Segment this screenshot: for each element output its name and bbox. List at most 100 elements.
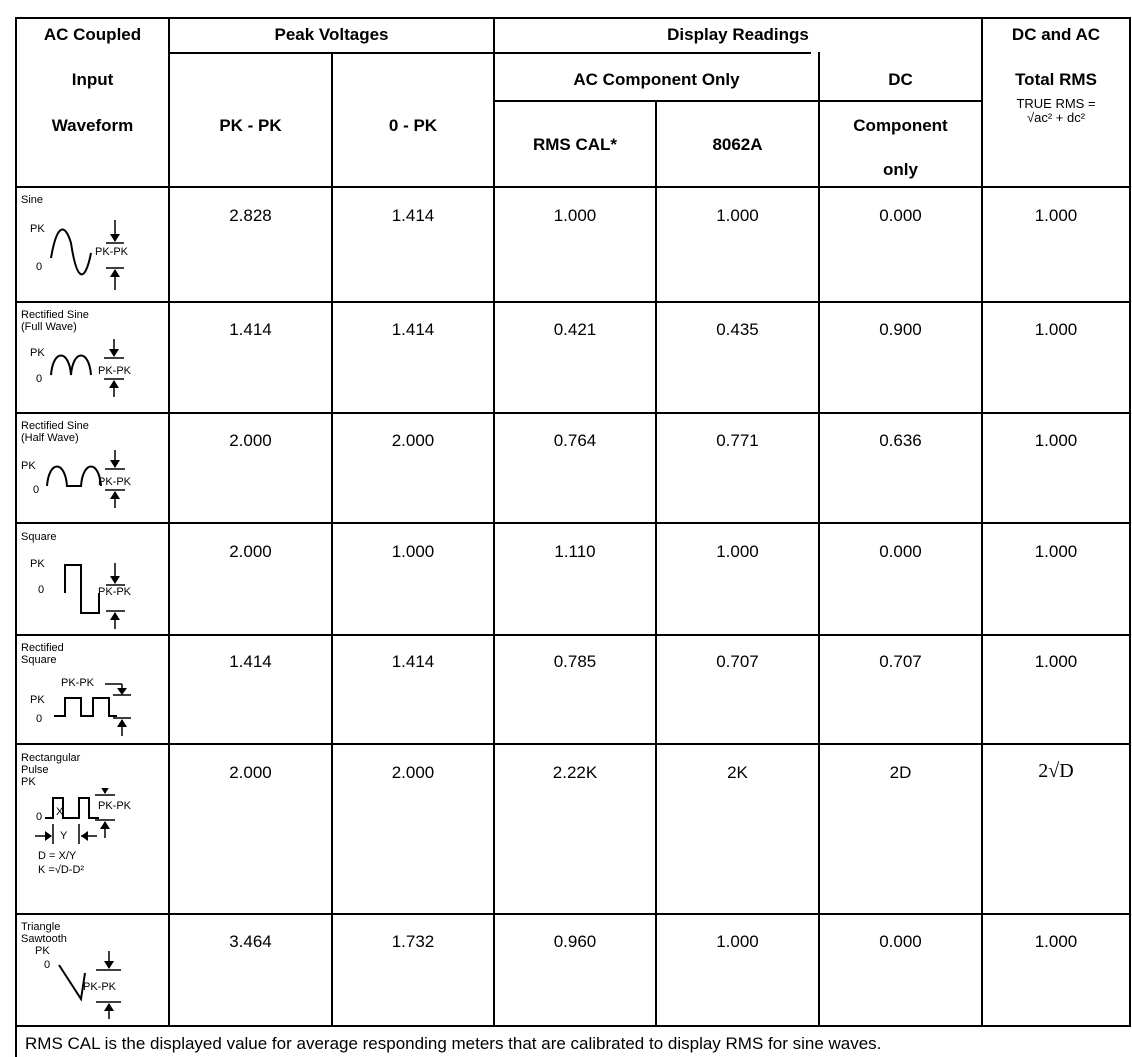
r4-total: 1.000 — [1034, 542, 1078, 561]
rectified-full-wave-icon — [50, 339, 124, 397]
sine-pkpk-label: PK-PK — [95, 246, 129, 258]
r3-total: 1.000 — [1034, 431, 1078, 450]
r5-total: 1.000 — [1034, 652, 1078, 671]
row-2-waveform-name: Rectified Sine — [21, 309, 89, 321]
row-rule-6 — [15, 913, 1130, 915]
r6-pkpk: 2.000 — [229, 763, 272, 782]
header-8062a: 8062A — [712, 135, 763, 154]
header-dc: DC — [888, 70, 913, 89]
r5-8062a: 0.707 — [716, 652, 759, 671]
pulse-x-label: X — [56, 806, 64, 818]
full-wave-pk-label: PK — [30, 347, 45, 359]
pulse-d-definition: D = X/Y — [38, 850, 77, 862]
r7-total: 1.000 — [1034, 932, 1078, 951]
row-6-waveform-subname: Pulse — [21, 764, 49, 776]
sine-zero-label: 0 — [36, 261, 43, 273]
row-7-waveform-name: Triangle — [21, 921, 61, 933]
pulse-zero-label: 0 — [36, 811, 43, 823]
r3-rmscal: 0.764 — [553, 431, 597, 450]
row-5-waveform-name: Rectified — [21, 642, 64, 654]
r2-rmscal: 0.421 — [553, 320, 597, 339]
header-pk-pk: PK - PK — [219, 116, 282, 135]
rect-square-zero-label: 0 — [36, 713, 43, 725]
true-rms-formula: √ac² + dc² — [1026, 110, 1086, 125]
row-5-waveform-subname: Square — [21, 654, 57, 666]
r4-rmscal: 1.110 — [554, 542, 596, 561]
table-border-top — [15, 17, 1130, 19]
header-display-readings: Display Readings — [667, 25, 809, 44]
r3-zeropk: 2.000 — [391, 431, 435, 450]
row-rule-1 — [15, 301, 1130, 303]
sine-pk-label: PK — [30, 223, 45, 235]
col-divider-1 — [168, 17, 170, 1027]
row-2-waveform-subname: (Full Wave) — [21, 321, 77, 333]
half-wave-pkpk-label: PK-PK — [98, 476, 132, 488]
col-divider-3 — [493, 17, 495, 1027]
pulse-y-label: Y — [60, 830, 68, 842]
square-zero-label: 0 — [38, 584, 45, 596]
r7-rmscal: 0.960 — [553, 932, 597, 951]
header-waveform: Waveform — [51, 116, 134, 135]
pulse-pk-label: PK — [21, 776, 36, 788]
square-pk-label: PK — [30, 558, 45, 570]
header-total-rms: Total RMS — [1015, 70, 1097, 89]
header-dc-and-ac: DC and AC — [1011, 25, 1101, 44]
rect-square-pk-label: PK — [30, 694, 45, 706]
rectified-square-icon — [54, 683, 131, 736]
rectified-half-wave-icon — [46, 450, 125, 508]
r2-dc: 0.900 — [879, 320, 922, 339]
header-input: Input — [71, 70, 114, 89]
r1-pkpk: 2.828 — [229, 206, 272, 225]
footnote: RMS CAL is the displayed value for avera… — [25, 1034, 882, 1053]
header-divider-ac-component — [493, 100, 983, 102]
rect-square-pkpk-label: PK-PK — [61, 677, 95, 689]
r1-zeropk: 1.414 — [391, 206, 435, 225]
header-ac-component-only: AC Component Only — [573, 70, 740, 89]
r7-8062a: 1.000 — [716, 932, 759, 951]
r1-8062a: 1.000 — [716, 206, 759, 225]
r5-pkpk: 1.414 — [229, 652, 272, 671]
row-rule-5 — [15, 743, 1130, 745]
half-wave-zero-label: 0 — [33, 484, 40, 496]
r1-dc: 0.000 — [879, 206, 922, 225]
pulse-pkpk-label: PK-PK — [98, 800, 132, 812]
r1-total: 1.000 — [1034, 206, 1078, 225]
r6-8062a: 2K — [727, 763, 748, 782]
r7-dc: 0.000 — [879, 932, 922, 951]
r2-8062a: 0.435 — [716, 320, 759, 339]
header-peak-voltages: Peak Voltages — [274, 25, 389, 44]
triangle-zero-label: 0 — [44, 959, 51, 971]
table-border-right — [1129, 17, 1131, 1027]
r4-zeropk: 1.000 — [391, 542, 435, 561]
r5-dc: 0.707 — [879, 652, 922, 671]
row-7-waveform-subname: Sawtooth — [21, 933, 67, 945]
triangle-pk-label: PK — [35, 945, 50, 957]
r5-rmscal: 0.785 — [553, 652, 597, 671]
triangle-pkpk-label: PK-PK — [83, 981, 117, 993]
header-0-pk: 0 - PK — [388, 116, 438, 135]
col-divider-6 — [981, 17, 983, 1027]
half-wave-pk-label: PK — [21, 460, 36, 472]
pulse-k-definition: K =√D-D² — [38, 864, 85, 876]
row-1-waveform-name: Sine — [21, 194, 44, 206]
r4-dc: 0.000 — [879, 542, 922, 561]
r2-pkpk: 1.414 — [229, 320, 272, 339]
triangle-sawtooth-icon — [58, 951, 121, 1019]
r6-total: 2√D — [1038, 760, 1074, 782]
row-6-waveform-name: Rectangular — [21, 752, 81, 764]
r4-pkpk: 2.000 — [229, 542, 272, 561]
row-4-waveform-name: Square — [21, 531, 57, 543]
square-waveform-icon — [64, 563, 125, 629]
col-divider-2 — [331, 52, 333, 1027]
r7-zeropk: 1.732 — [391, 932, 435, 951]
sine-waveform-icon — [50, 220, 124, 290]
full-wave-pkpk-label: PK-PK — [98, 365, 132, 377]
r6-zeropk: 2.000 — [391, 763, 435, 782]
rectangular-pulse-icon — [35, 788, 115, 844]
r6-rmscal: 2.22K — [552, 763, 598, 782]
col-divider-4 — [655, 100, 657, 1027]
row-3-waveform-name: Rectified Sine — [21, 420, 89, 432]
r3-8062a: 0.771 — [716, 431, 759, 450]
row-rule-3 — [15, 522, 1130, 524]
table-border-left — [15, 17, 17, 1057]
